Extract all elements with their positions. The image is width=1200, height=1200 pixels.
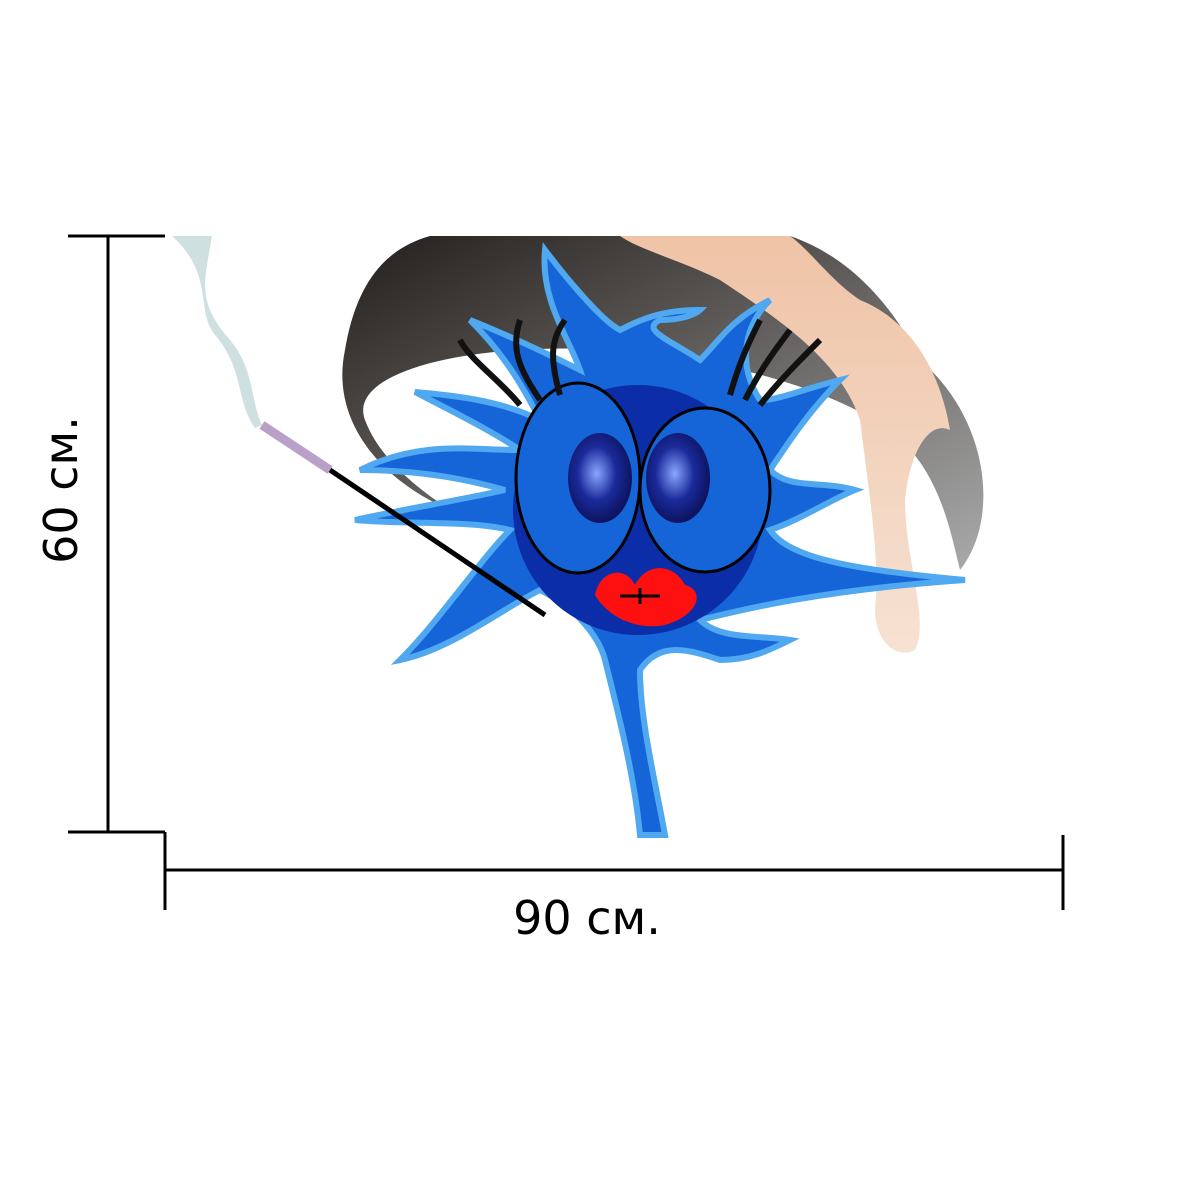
dimension-lines	[68, 234, 1065, 910]
width-label: 90 см.	[513, 891, 661, 945]
pupil	[646, 433, 710, 523]
cigarette	[259, 421, 333, 474]
height-label: 60 см.	[34, 416, 88, 564]
hand	[620, 236, 950, 653]
smoke	[172, 236, 262, 428]
illustration	[172, 236, 984, 838]
lips-line	[620, 588, 660, 604]
pupil	[568, 433, 632, 523]
holder	[328, 467, 547, 618]
lashes	[457, 318, 823, 407]
